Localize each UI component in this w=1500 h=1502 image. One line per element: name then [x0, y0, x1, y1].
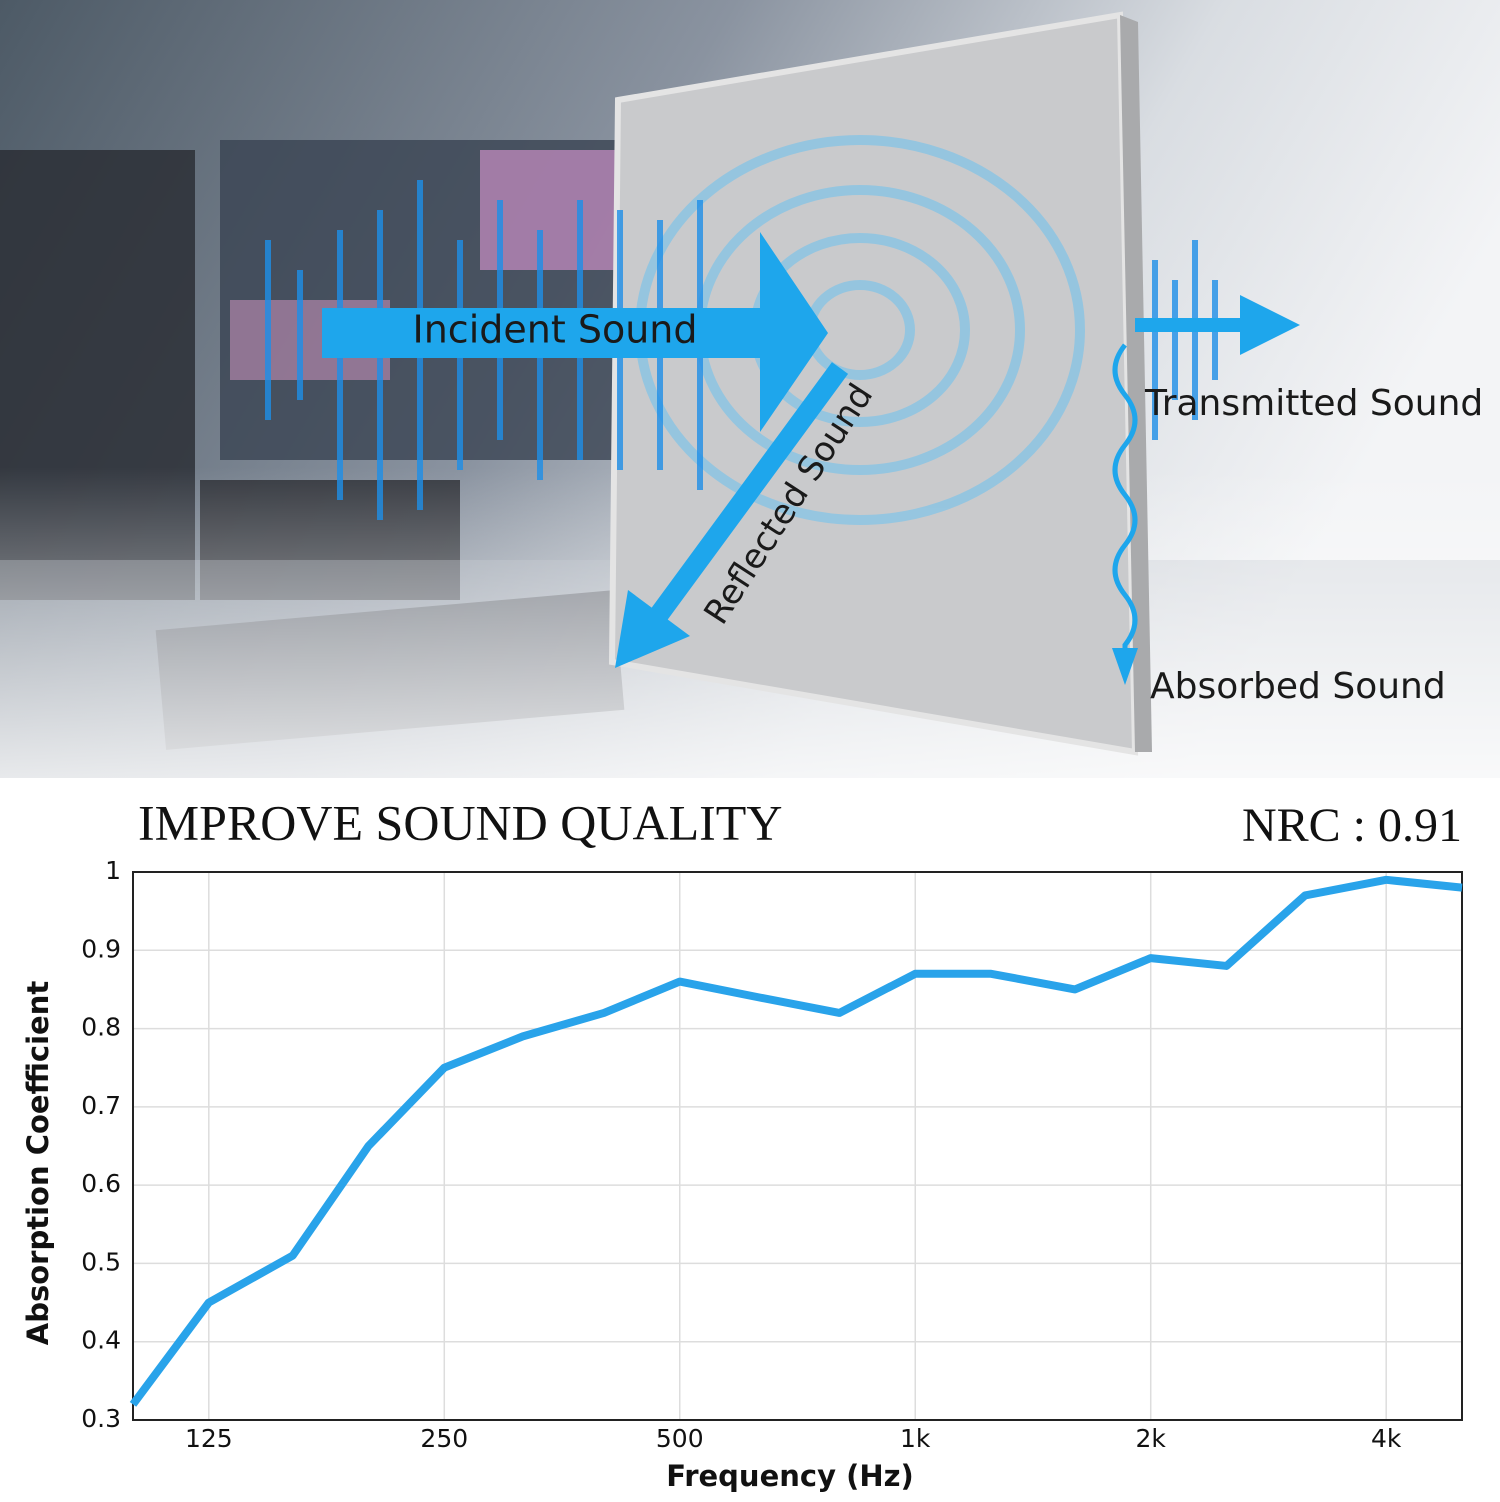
chart-title: IMPROVE SOUND QUALITY — [138, 794, 782, 850]
incident-label: Incident Sound — [413, 308, 698, 352]
x-tick-label: 2k — [1136, 1424, 1167, 1453]
plot-frame — [132, 871, 1463, 1421]
y-tick-label: 0.3 — [81, 1404, 121, 1433]
y-tick-label: 0.7 — [81, 1091, 121, 1120]
hero-image: Incident Sound Reflected Sound Transmitt… — [0, 0, 1500, 778]
y-tick-label: 1 — [105, 856, 121, 885]
y-tick-label: 0.5 — [81, 1247, 121, 1276]
y-tick-label: 0.4 — [81, 1326, 121, 1355]
nrc-annotation: NRC : 0.91 — [1242, 799, 1462, 852]
y-tick-label: 0.6 — [81, 1169, 121, 1198]
x-tick-label: 500 — [656, 1424, 704, 1453]
y-tick-label: 0.9 — [81, 934, 121, 963]
x-tick-label: 125 — [185, 1424, 233, 1453]
x-tick-label: 4k — [1371, 1424, 1402, 1453]
data-line — [129, 875, 1463, 1407]
transmitted-label: Transmitted Sound — [1144, 383, 1483, 424]
x-tick-label: 1k — [900, 1424, 931, 1453]
plot-area — [133, 872, 1462, 1420]
x-tick-label: 250 — [420, 1424, 468, 1453]
y-tick-label: 0.8 — [81, 1013, 121, 1042]
absorbed-label: Absorbed Sound — [1150, 666, 1446, 707]
y-axis-label: Absorption Coefficient — [21, 981, 55, 1346]
x-axis-label: Frequency (Hz) — [666, 1459, 914, 1493]
